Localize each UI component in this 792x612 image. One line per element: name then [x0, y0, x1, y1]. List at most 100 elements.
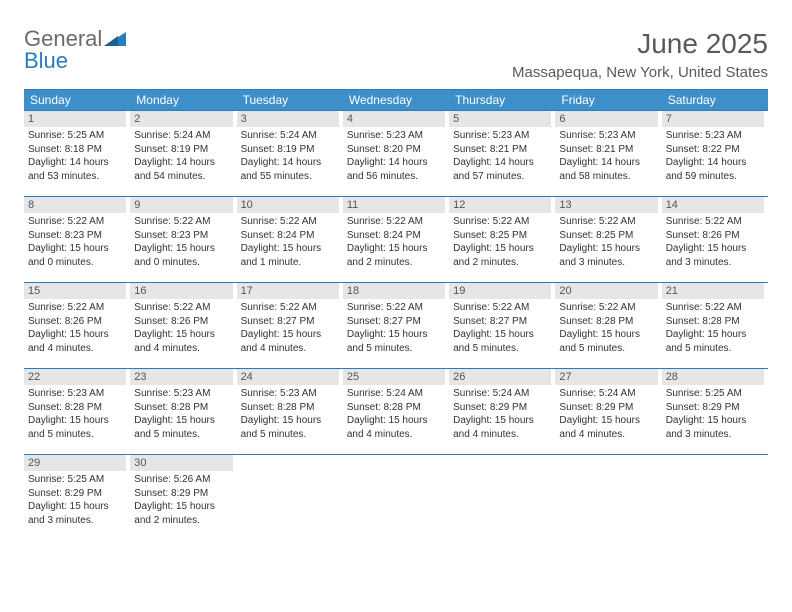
- weekday-header: Wednesday: [343, 90, 449, 111]
- day-details: Sunrise: 5:22 AMSunset: 8:23 PMDaylight:…: [24, 215, 126, 269]
- daylight-line: Daylight: 14 hours and 53 minutes.: [28, 156, 124, 183]
- calendar-row: 15Sunrise: 5:22 AMSunset: 8:26 PMDayligh…: [24, 282, 768, 368]
- day-details: Sunrise: 5:22 AMSunset: 8:26 PMDaylight:…: [24, 301, 126, 355]
- sunset-line: Sunset: 8:20 PM: [347, 143, 443, 157]
- day-cell: 12Sunrise: 5:22 AMSunset: 8:25 PMDayligh…: [449, 196, 555, 282]
- day-details: Sunrise: 5:22 AMSunset: 8:26 PMDaylight:…: [130, 301, 232, 355]
- daylight-line: Daylight: 15 hours and 2 minutes.: [134, 500, 230, 527]
- calendar-cell: 26Sunrise: 5:24 AMSunset: 8:29 PMDayligh…: [449, 368, 555, 454]
- sunrise-line: Sunrise: 5:24 AM: [241, 129, 337, 143]
- day-details: Sunrise: 5:22 AMSunset: 8:28 PMDaylight:…: [662, 301, 764, 355]
- day-cell: [449, 454, 555, 540]
- daylight-line: Daylight: 15 hours and 1 minute.: [241, 242, 337, 269]
- day-number: 6: [555, 111, 657, 127]
- day-number: 4: [343, 111, 445, 127]
- day-details: Sunrise: 5:22 AMSunset: 8:26 PMDaylight:…: [662, 215, 764, 269]
- calendar-cell: 11Sunrise: 5:22 AMSunset: 8:24 PMDayligh…: [343, 196, 449, 282]
- sunset-line: Sunset: 8:27 PM: [241, 315, 337, 329]
- day-number: 2: [130, 111, 232, 127]
- day-cell: 6 Sunrise: 5:23 AMSunset: 8:21 PMDaylight…: [555, 110, 661, 196]
- sunrise-line: Sunrise: 5:25 AM: [28, 129, 124, 143]
- day-number: 12: [449, 197, 551, 213]
- day-cell: 2 Sunrise: 5:24 AMSunset: 8:19 PMDaylight…: [130, 110, 236, 196]
- daylight-line: Daylight: 14 hours and 56 minutes.: [347, 156, 443, 183]
- calendar-cell: 22Sunrise: 5:23 AMSunset: 8:28 PMDayligh…: [24, 368, 130, 454]
- sunset-line: Sunset: 8:18 PM: [28, 143, 124, 157]
- sunrise-line: Sunrise: 5:23 AM: [28, 387, 124, 401]
- title-block: June 2025 Massapequa, New York, United S…: [512, 28, 768, 81]
- day-cell: 25Sunrise: 5:24 AMSunset: 8:28 PMDayligh…: [343, 368, 449, 454]
- calendar-cell: [555, 454, 661, 540]
- sunset-line: Sunset: 8:28 PM: [241, 401, 337, 415]
- sunset-line: Sunset: 8:26 PM: [134, 315, 230, 329]
- sunrise-line: Sunrise: 5:26 AM: [134, 473, 230, 487]
- daylight-line: Daylight: 15 hours and 0 minutes.: [134, 242, 230, 269]
- day-number: 17: [237, 283, 339, 299]
- sunset-line: Sunset: 8:28 PM: [28, 401, 124, 415]
- daylight-line: Daylight: 15 hours and 4 minutes.: [559, 414, 655, 441]
- calendar-cell: 13Sunrise: 5:22 AMSunset: 8:25 PMDayligh…: [555, 196, 661, 282]
- day-cell: 9Sunrise: 5:22 AMSunset: 8:23 PMDaylight…: [130, 196, 236, 282]
- sunset-line: Sunset: 8:23 PM: [134, 229, 230, 243]
- sunset-line: Sunset: 8:23 PM: [28, 229, 124, 243]
- calendar-cell: 20Sunrise: 5:22 AMSunset: 8:28 PMDayligh…: [555, 282, 661, 368]
- day-number: 26: [449, 369, 551, 385]
- calendar-body: 1Sunrise: 5:25 AMSunset: 8:18 PMDaylight…: [24, 110, 768, 540]
- day-number: [237, 455, 339, 459]
- sunset-line: Sunset: 8:29 PM: [559, 401, 655, 415]
- day-cell: 1Sunrise: 5:25 AMSunset: 8:18 PMDaylight…: [24, 110, 130, 196]
- daylight-line: Daylight: 15 hours and 4 minutes.: [241, 328, 337, 355]
- sunrise-line: Sunrise: 5:23 AM: [453, 129, 549, 143]
- day-number: 30: [130, 455, 232, 471]
- brand-logo: General Blue: [24, 28, 126, 72]
- calendar-cell: 15Sunrise: 5:22 AMSunset: 8:26 PMDayligh…: [24, 282, 130, 368]
- day-details: Sunrise: 5:25 AMSunset: 8:29 PMDaylight:…: [662, 387, 764, 441]
- sunrise-line: Sunrise: 5:22 AM: [28, 301, 124, 315]
- daylight-line: Daylight: 15 hours and 5 minutes.: [134, 414, 230, 441]
- weekday-header: Sunday: [24, 90, 130, 111]
- sunrise-line: Sunrise: 5:22 AM: [347, 301, 443, 315]
- calendar-cell: 23Sunrise: 5:23 AMSunset: 8:28 PMDayligh…: [130, 368, 236, 454]
- daylight-line: Daylight: 15 hours and 5 minutes.: [453, 328, 549, 355]
- sunset-line: Sunset: 8:25 PM: [453, 229, 549, 243]
- sunrise-line: Sunrise: 5:25 AM: [666, 387, 762, 401]
- daylight-line: Daylight: 15 hours and 2 minutes.: [453, 242, 549, 269]
- sunset-line: Sunset: 8:29 PM: [134, 487, 230, 501]
- daylight-line: Daylight: 15 hours and 4 minutes.: [28, 328, 124, 355]
- day-number: 28: [662, 369, 764, 385]
- calendar-head: SundayMondayTuesdayWednesdayThursdayFrid…: [24, 90, 768, 111]
- day-details: Sunrise: 5:23 AMSunset: 8:21 PMDaylight:…: [555, 129, 657, 183]
- sunrise-line: Sunrise: 5:23 AM: [559, 129, 655, 143]
- calendar-cell: 3Sunrise: 5:24 AMSunset: 8:19 PMDaylight…: [237, 110, 343, 196]
- sunrise-line: Sunrise: 5:25 AM: [28, 473, 124, 487]
- sunrise-line: Sunrise: 5:22 AM: [559, 301, 655, 315]
- calendar-table: SundayMondayTuesdayWednesdayThursdayFrid…: [24, 89, 768, 540]
- day-details: Sunrise: 5:23 AMSunset: 8:28 PMDaylight:…: [24, 387, 126, 441]
- day-cell: [555, 454, 661, 540]
- day-details: Sunrise: 5:23 AMSunset: 8:21 PMDaylight:…: [449, 129, 551, 183]
- sunrise-line: Sunrise: 5:22 AM: [453, 301, 549, 315]
- daylight-line: Daylight: 15 hours and 4 minutes.: [453, 414, 549, 441]
- calendar-cell: 17Sunrise: 5:22 AMSunset: 8:27 PMDayligh…: [237, 282, 343, 368]
- calendar-cell: 18Sunrise: 5:22 AMSunset: 8:27 PMDayligh…: [343, 282, 449, 368]
- weekday-header: Monday: [130, 90, 236, 111]
- daylight-line: Daylight: 15 hours and 3 minutes.: [666, 242, 762, 269]
- day-number: 3: [237, 111, 339, 127]
- day-number: 8: [24, 197, 126, 213]
- day-details: Sunrise: 5:24 AMSunset: 8:19 PMDaylight:…: [130, 129, 232, 183]
- weekday-header: Tuesday: [237, 90, 343, 111]
- sunrise-line: Sunrise: 5:23 AM: [666, 129, 762, 143]
- sunset-line: Sunset: 8:24 PM: [347, 229, 443, 243]
- weekday-header: Friday: [555, 90, 661, 111]
- calendar-cell: 24Sunrise: 5:23 AMSunset: 8:28 PMDayligh…: [237, 368, 343, 454]
- day-cell: 18Sunrise: 5:22 AMSunset: 8:27 PMDayligh…: [343, 282, 449, 368]
- calendar-cell: 1Sunrise: 5:25 AMSunset: 8:18 PMDaylight…: [24, 110, 130, 196]
- calendar-cell: 27Sunrise: 5:24 AMSunset: 8:29 PMDayligh…: [555, 368, 661, 454]
- calendar-cell: 21Sunrise: 5:22 AMSunset: 8:28 PMDayligh…: [662, 282, 768, 368]
- day-cell: 28 Sunrise: 5:25 AMSunset: 8:29 PMDayligh…: [662, 368, 768, 454]
- daylight-line: Daylight: 15 hours and 3 minutes.: [28, 500, 124, 527]
- calendar-cell: 2 Sunrise: 5:24 AMSunset: 8:19 PMDaylight…: [130, 110, 236, 196]
- day-details: Sunrise: 5:22 AMSunset: 8:25 PMDaylight:…: [555, 215, 657, 269]
- sunrise-line: Sunrise: 5:24 AM: [347, 387, 443, 401]
- calendar-cell: 12Sunrise: 5:22 AMSunset: 8:25 PMDayligh…: [449, 196, 555, 282]
